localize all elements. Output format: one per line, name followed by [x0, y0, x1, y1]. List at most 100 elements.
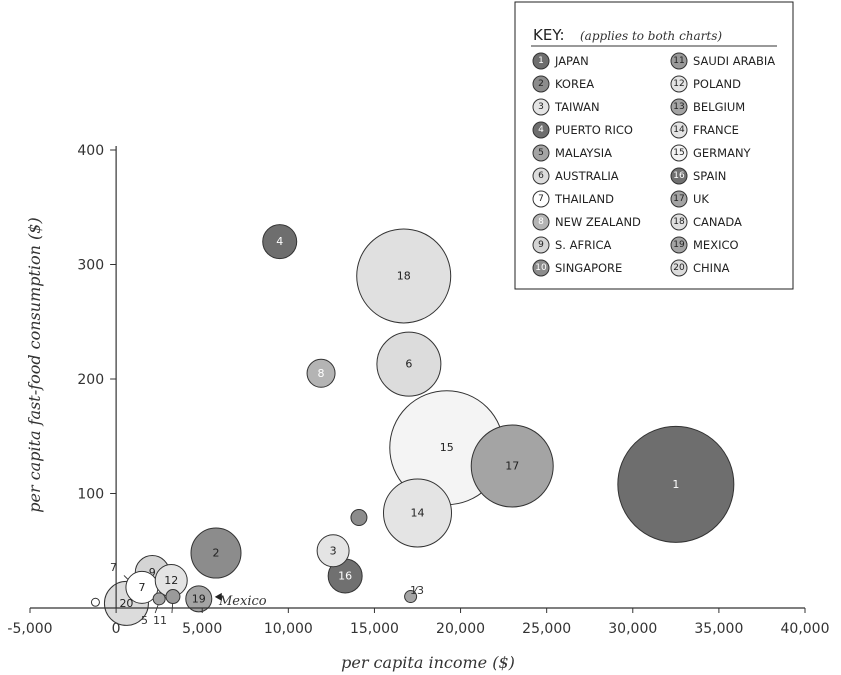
x-ticks: -5,000 0 5,000 10,000 15,000 20,000 25,000 30,0… — [7, 608, 830, 637]
legend-swatch — [532, 167, 550, 185]
x-tick-label: 15,000 — [350, 621, 399, 637]
legend-number: 19 — [673, 240, 685, 250]
y-tick-label: 100 — [77, 487, 104, 503]
legend-label: KOREA — [555, 77, 594, 91]
bubble-label: 12 — [164, 574, 178, 587]
legend-swatch — [670, 213, 688, 231]
legend-swatch — [532, 259, 550, 277]
legend-label: THAILAND — [554, 192, 614, 206]
legend-swatch — [670, 236, 688, 254]
bubble-australia — [376, 331, 442, 397]
legend-number: 11 — [673, 56, 684, 66]
y-tick-label: 300 — [77, 258, 104, 274]
bubble-label: 8 — [318, 367, 325, 380]
bubble-puerto-rico — [262, 224, 298, 260]
legend-note: (applies to both charts) — [580, 29, 722, 43]
legend-label: AUSTRALIA — [555, 169, 619, 183]
x-tick-label: 20,000 — [436, 621, 485, 637]
x-tick-label: 0 — [112, 621, 121, 637]
legend-label: POLAND — [693, 77, 741, 91]
legend-swatch — [670, 52, 688, 70]
legend-number: 6 — [538, 171, 544, 181]
bubble-france — [383, 478, 452, 548]
legend-number: 5 — [538, 148, 544, 158]
bubble-malaysia — [152, 592, 166, 606]
y-axis-title: per capita fast-food consumption ($) — [25, 217, 44, 512]
legend-swatch — [532, 236, 550, 254]
legend-swatch — [670, 121, 688, 139]
label-11-annotation: 11 — [153, 614, 167, 627]
bubble-korea — [190, 527, 242, 579]
legend-swatch — [532, 98, 550, 116]
legend-label: BELGIUM — [693, 100, 745, 114]
legend-label: MALAYSIA — [555, 146, 612, 160]
bubble-label: 15 — [440, 441, 454, 454]
bubble-label: 9 — [149, 566, 156, 579]
bubble-mexico — [185, 585, 213, 613]
legend-label: GERMANY — [693, 146, 752, 160]
bubble-singapore — [350, 509, 368, 527]
legend-number: 14 — [673, 125, 685, 135]
legend-number: 17 — [673, 194, 684, 204]
legend-number: 10 — [535, 263, 547, 273]
legend-number: 18 — [673, 217, 685, 227]
bubble-label: 16 — [338, 569, 352, 582]
bubble-label: 14 — [411, 506, 425, 519]
x-tick-label: 5,000 — [182, 621, 222, 637]
bubble-label: 2 — [213, 547, 220, 560]
x-tick-label: 40,000 — [781, 621, 830, 637]
legend-entries: 1 JAPAN 2 KOREA 3 TAIWAN 4 PUERTO RICO 5 MALAYSIA… — [532, 52, 775, 277]
annotation-text: Mexico 7 5 11 13 — [110, 561, 424, 627]
legend-label: NEW ZEALAND — [555, 215, 641, 229]
y-tick-label: 200 — [77, 372, 104, 388]
x-tick-label: 30,000 — [608, 621, 657, 637]
bubble-canada — [356, 228, 452, 324]
legend-number: 4 — [538, 125, 544, 135]
y-ticks: 100 200 300 400 — [77, 143, 117, 503]
legend-label: SPAIN — [693, 169, 726, 183]
extra-point — [90, 597, 100, 607]
legend-swatch — [532, 121, 550, 139]
legend-box — [514, 1, 794, 290]
bubble-label: 18 — [397, 269, 411, 282]
legend-number: 9 — [538, 240, 544, 250]
bubble-uk — [470, 424, 554, 508]
legend-swatch — [670, 190, 688, 208]
legend-swatch — [670, 167, 688, 185]
legend-number: 12 — [673, 79, 684, 89]
legend-label: FRANCE — [693, 123, 739, 137]
legend-number: 2 — [538, 79, 544, 89]
legend-number: 20 — [673, 263, 685, 273]
bubble-japan — [617, 425, 735, 543]
legend-label: JAPAN — [554, 54, 589, 68]
legend-label: SAUDI ARABIA — [693, 54, 775, 68]
bubble-label: 6 — [405, 358, 412, 371]
bubble-saudi-arabia — [165, 589, 181, 605]
legend-label: SINGAPORE — [555, 261, 622, 275]
legend-swatch — [532, 190, 550, 208]
bubble-new-zealand — [306, 358, 336, 388]
legend-swatch — [670, 75, 688, 93]
legend-number: 8 — [538, 217, 544, 227]
legend-label: TAIWAN — [554, 100, 600, 114]
bubble-label: 3 — [330, 544, 337, 557]
axes: -5,000 0 5,000 10,000 15,000 20,000 25,000 30,0… — [7, 143, 829, 637]
legend-swatch — [532, 52, 550, 70]
mexico-arrow-head — [214, 592, 222, 601]
legend-number: 16 — [673, 171, 685, 181]
y-tick-label: 400 — [77, 143, 104, 159]
legend-label: CHINA — [693, 261, 730, 275]
bubble-label: 17 — [505, 460, 519, 473]
legend-number: 1 — [538, 56, 544, 66]
legend-swatch — [670, 259, 688, 277]
legend-number: 13 — [673, 102, 684, 112]
bubble-label: 20 — [119, 597, 133, 610]
legend-number: 3 — [538, 102, 544, 112]
legend-label: MEXICO — [693, 238, 739, 252]
bubble-label: 19 — [192, 592, 206, 605]
bubble-label: 1 — [672, 478, 679, 491]
label-7-annotation: 7 — [110, 561, 117, 574]
legend-title: KEY: — [533, 26, 565, 44]
